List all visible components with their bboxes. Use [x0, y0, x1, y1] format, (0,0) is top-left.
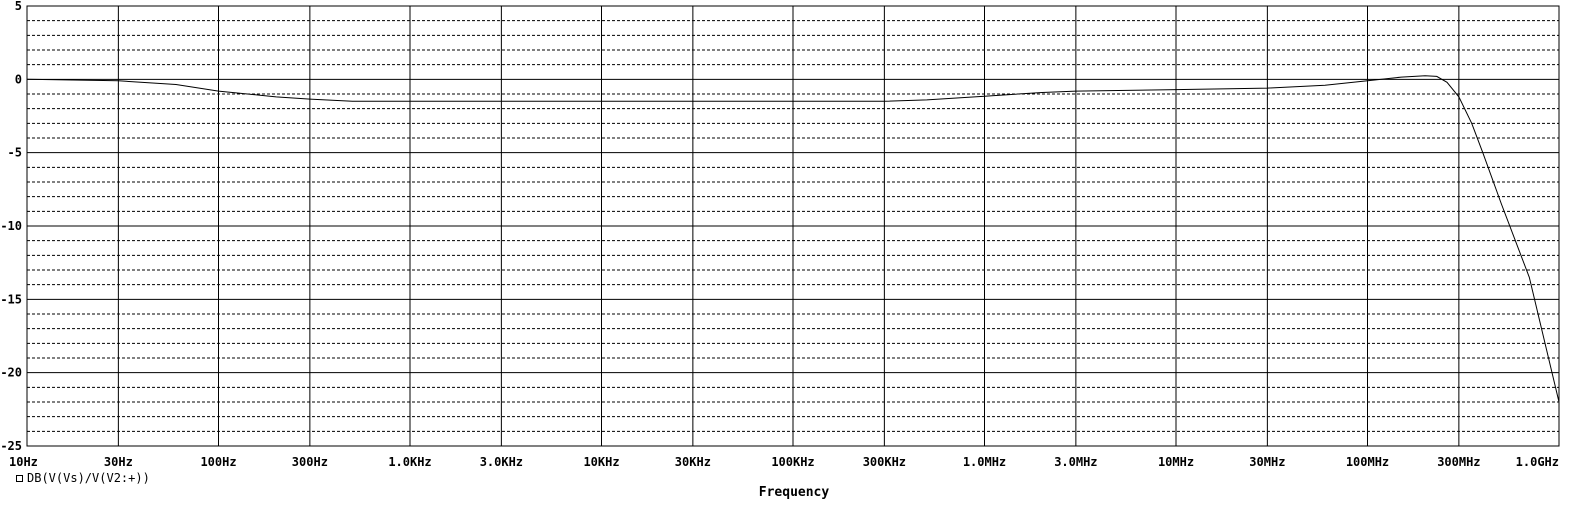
legend-label: DB(V(Vs)/V(V2:+)) — [27, 471, 150, 485]
x-tick-label: 100Hz — [200, 455, 236, 469]
y-tick-label: 5 — [15, 0, 22, 13]
y-tick-label: -5 — [8, 146, 22, 160]
x-tick-labels: 10Hz 30Hz 100Hz 300Hz 1.0KHz 3.0KHz 10KHz 30KHz… — [9, 455, 1559, 469]
x-tick-label: 100MHz — [1346, 455, 1389, 469]
x-tick-label: 30MHz — [1249, 455, 1285, 469]
series-line — [26, 75, 1560, 403]
x-tick-label: 30Hz — [104, 455, 133, 469]
x-tick-label: 300KHz — [863, 455, 906, 469]
y-tick-label: -10 — [0, 219, 22, 233]
legend-marker-icon — [16, 474, 23, 482]
x-tick-label: 300Hz — [292, 455, 328, 469]
plot-border — [26, 5, 1560, 447]
y-tick-label: -25 — [0, 439, 22, 453]
x-tick-label: 10MHz — [1158, 455, 1194, 469]
x-tick-label: 100KHz — [771, 455, 814, 469]
x-tick-label: 300MHz — [1437, 455, 1480, 469]
x-axis-label: Frequency — [758, 485, 830, 500]
y-tick-label: -20 — [0, 366, 22, 380]
y-tick-label: -15 — [0, 292, 22, 306]
x-tick-label: 1.0GHz — [1516, 455, 1559, 469]
x-tick-label: 1.0MHz — [963, 455, 1006, 469]
grid — [26, 5, 1560, 447]
x-tick-label: 10KHz — [583, 455, 619, 469]
x-tick-label: 3.0MHz — [1054, 455, 1097, 469]
y-tick-labels: 5 0 -5 -10 -15 -20 -25 — [0, 0, 22, 453]
legend: DB(V(Vs)/V(V2:+)) — [16, 471, 150, 485]
y-tick-label: 0 — [15, 72, 22, 86]
x-tick-label: 30KHz — [675, 455, 711, 469]
plot-frame — [26, 5, 1560, 447]
series-lines — [26, 75, 1560, 403]
x-tick-label: 10Hz — [9, 455, 38, 469]
x-tick-label: 1.0KHz — [388, 455, 431, 469]
x-tick-label: 3.0KHz — [480, 455, 523, 469]
